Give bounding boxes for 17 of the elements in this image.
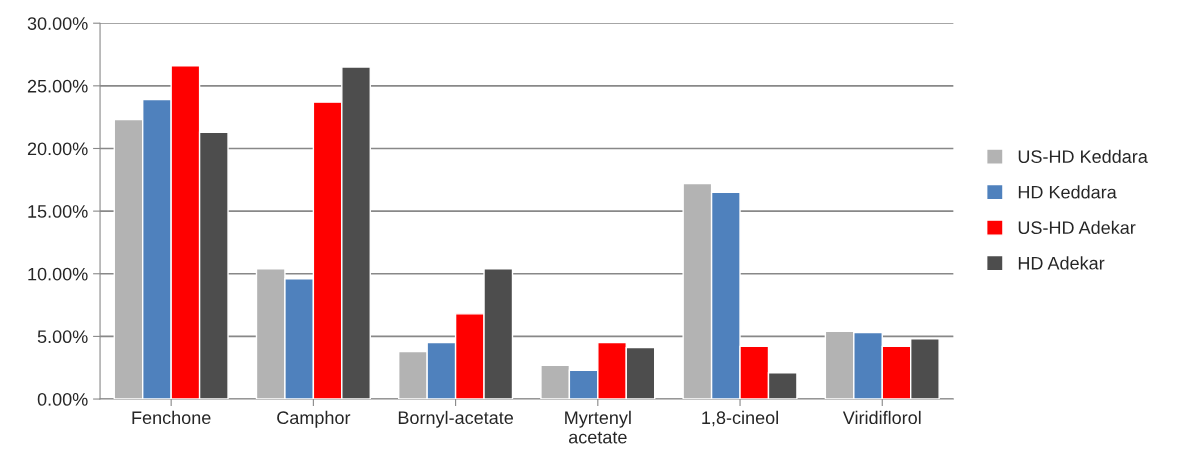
x-tick-label: Bornyl-acetate bbox=[398, 410, 514, 428]
legend-label: HD Adekar bbox=[1018, 256, 1105, 270]
x-tick-label: 1,8-cineol bbox=[702, 410, 778, 427]
y-tick-label: 5.00% bbox=[37, 330, 88, 344]
x-tick-label: Fenchone bbox=[132, 410, 211, 425]
y-tick-label: 30.00% bbox=[27, 17, 88, 30]
y-tick-label: 15.00% bbox=[28, 205, 88, 218]
x-tick-label: Myrtenyl acetate bbox=[565, 410, 631, 444]
x-tick-label: Viridiflorol bbox=[842, 410, 921, 425]
x-tick-label: Camphor bbox=[277, 410, 351, 428]
legend-label: US-HD Keddara bbox=[1018, 149, 1148, 163]
legend-label: HD Keddara bbox=[1018, 185, 1117, 199]
y-tick-label: 10.00% bbox=[28, 267, 88, 281]
y-tick-label: 20.00% bbox=[27, 142, 88, 156]
y-tick-label: 25.00% bbox=[27, 79, 88, 93]
legend-label: US-HD Adekar bbox=[1018, 220, 1136, 235]
y-tick-label: 0.00% bbox=[37, 392, 88, 406]
